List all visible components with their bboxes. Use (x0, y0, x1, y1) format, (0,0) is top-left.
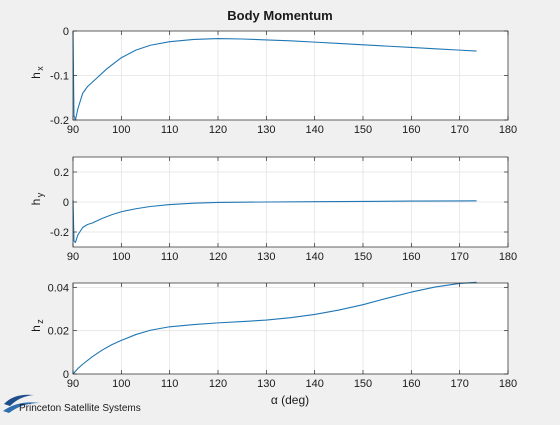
x-tick-label: 130 (257, 378, 275, 390)
y-axis-label: h (29, 325, 43, 332)
logo-text: Princeton Satellite Systems (19, 403, 141, 414)
x-tick-label: 170 (450, 251, 468, 263)
x-tick-label: 160 (402, 124, 420, 136)
series-line-z (72, 281, 477, 375)
x-tick-label: 150 (354, 378, 372, 390)
x-tick-label: 100 (112, 124, 130, 136)
logo: Princeton Satellite Systems (3, 394, 141, 414)
x-tick-label: 150 (354, 124, 372, 136)
y-tick-label: 0.04 (48, 282, 69, 294)
figure-title: Body Momentum (227, 8, 332, 23)
y-tick-label: 0 (63, 197, 69, 209)
y-tick-label: 0.02 (48, 326, 69, 338)
x-tick-label: 180 (499, 251, 517, 263)
subplot-3: 90 100 110 120 130 140 150 160 170 180 0.04 0.02 0 hz (29, 281, 517, 390)
x-tick-label: 170 (450, 378, 468, 390)
x-tick-label: 100 (112, 378, 130, 390)
x-tick-label: 90 (67, 124, 79, 136)
x-tick-label: 130 (257, 124, 275, 136)
y-tick-label: -0.2 (50, 115, 69, 127)
x-tick-label: 120 (209, 124, 227, 136)
x-tick-label: 120 (209, 251, 227, 263)
y-tick-label: 0.2 (54, 167, 69, 179)
x-tick-label: 160 (402, 378, 420, 390)
x-tick-label: 160 (402, 251, 420, 263)
y-tick-label: 0 (63, 26, 69, 38)
x-tick-label: 180 (499, 124, 517, 136)
x-tick-label: 170 (450, 124, 468, 136)
y-axis-label: h (29, 72, 43, 79)
x-tick-label: 90 (67, 251, 79, 263)
series-line-x (72, 31, 477, 121)
x-tick-label: 140 (305, 124, 323, 136)
y-axis-label-subscript: x (35, 66, 45, 71)
y-tick-label: -0.2 (50, 227, 69, 239)
x-tick-label: 150 (354, 251, 372, 263)
subplot-1: 90 100 110 120 130 140 150 160 170 180 0 -0.1 -0.2 hx (29, 26, 517, 136)
x-tick-label: 110 (161, 378, 179, 390)
subplots: 90 100 110 120 130 140 150 160 170 1800-0.1-0.2hx… (29, 26, 517, 390)
subplot-2: 90 100 110 120 130 140 150 160 170 180 0.2 0 -0.2 hy (29, 156, 517, 263)
y-axis-label-subscript: y (35, 192, 45, 197)
x-tick-label: 140 (305, 251, 323, 263)
y-axis-label: h (29, 199, 43, 206)
x-tick-label: 130 (257, 251, 275, 263)
x-tick-label: 110 (161, 124, 179, 136)
axes-box (72, 282, 509, 375)
axes-background (73, 283, 508, 374)
x-tick-label: 110 (161, 251, 179, 263)
x-axis-label: α (deg) (271, 393, 309, 407)
y-axis-label-subscript: z (35, 319, 45, 324)
x-tick-label: 180 (499, 378, 517, 390)
logo-swoosh-icon (3, 394, 40, 413)
x-tick-label: 100 (112, 251, 130, 263)
y-tick-label: 0 (63, 369, 69, 381)
y-tick-label: -0.1 (50, 71, 69, 83)
x-tick-label: 90 (67, 378, 79, 390)
x-tick-label: 120 (209, 378, 227, 390)
series-line-y (72, 200, 477, 244)
x-tick-label: 140 (305, 378, 323, 390)
